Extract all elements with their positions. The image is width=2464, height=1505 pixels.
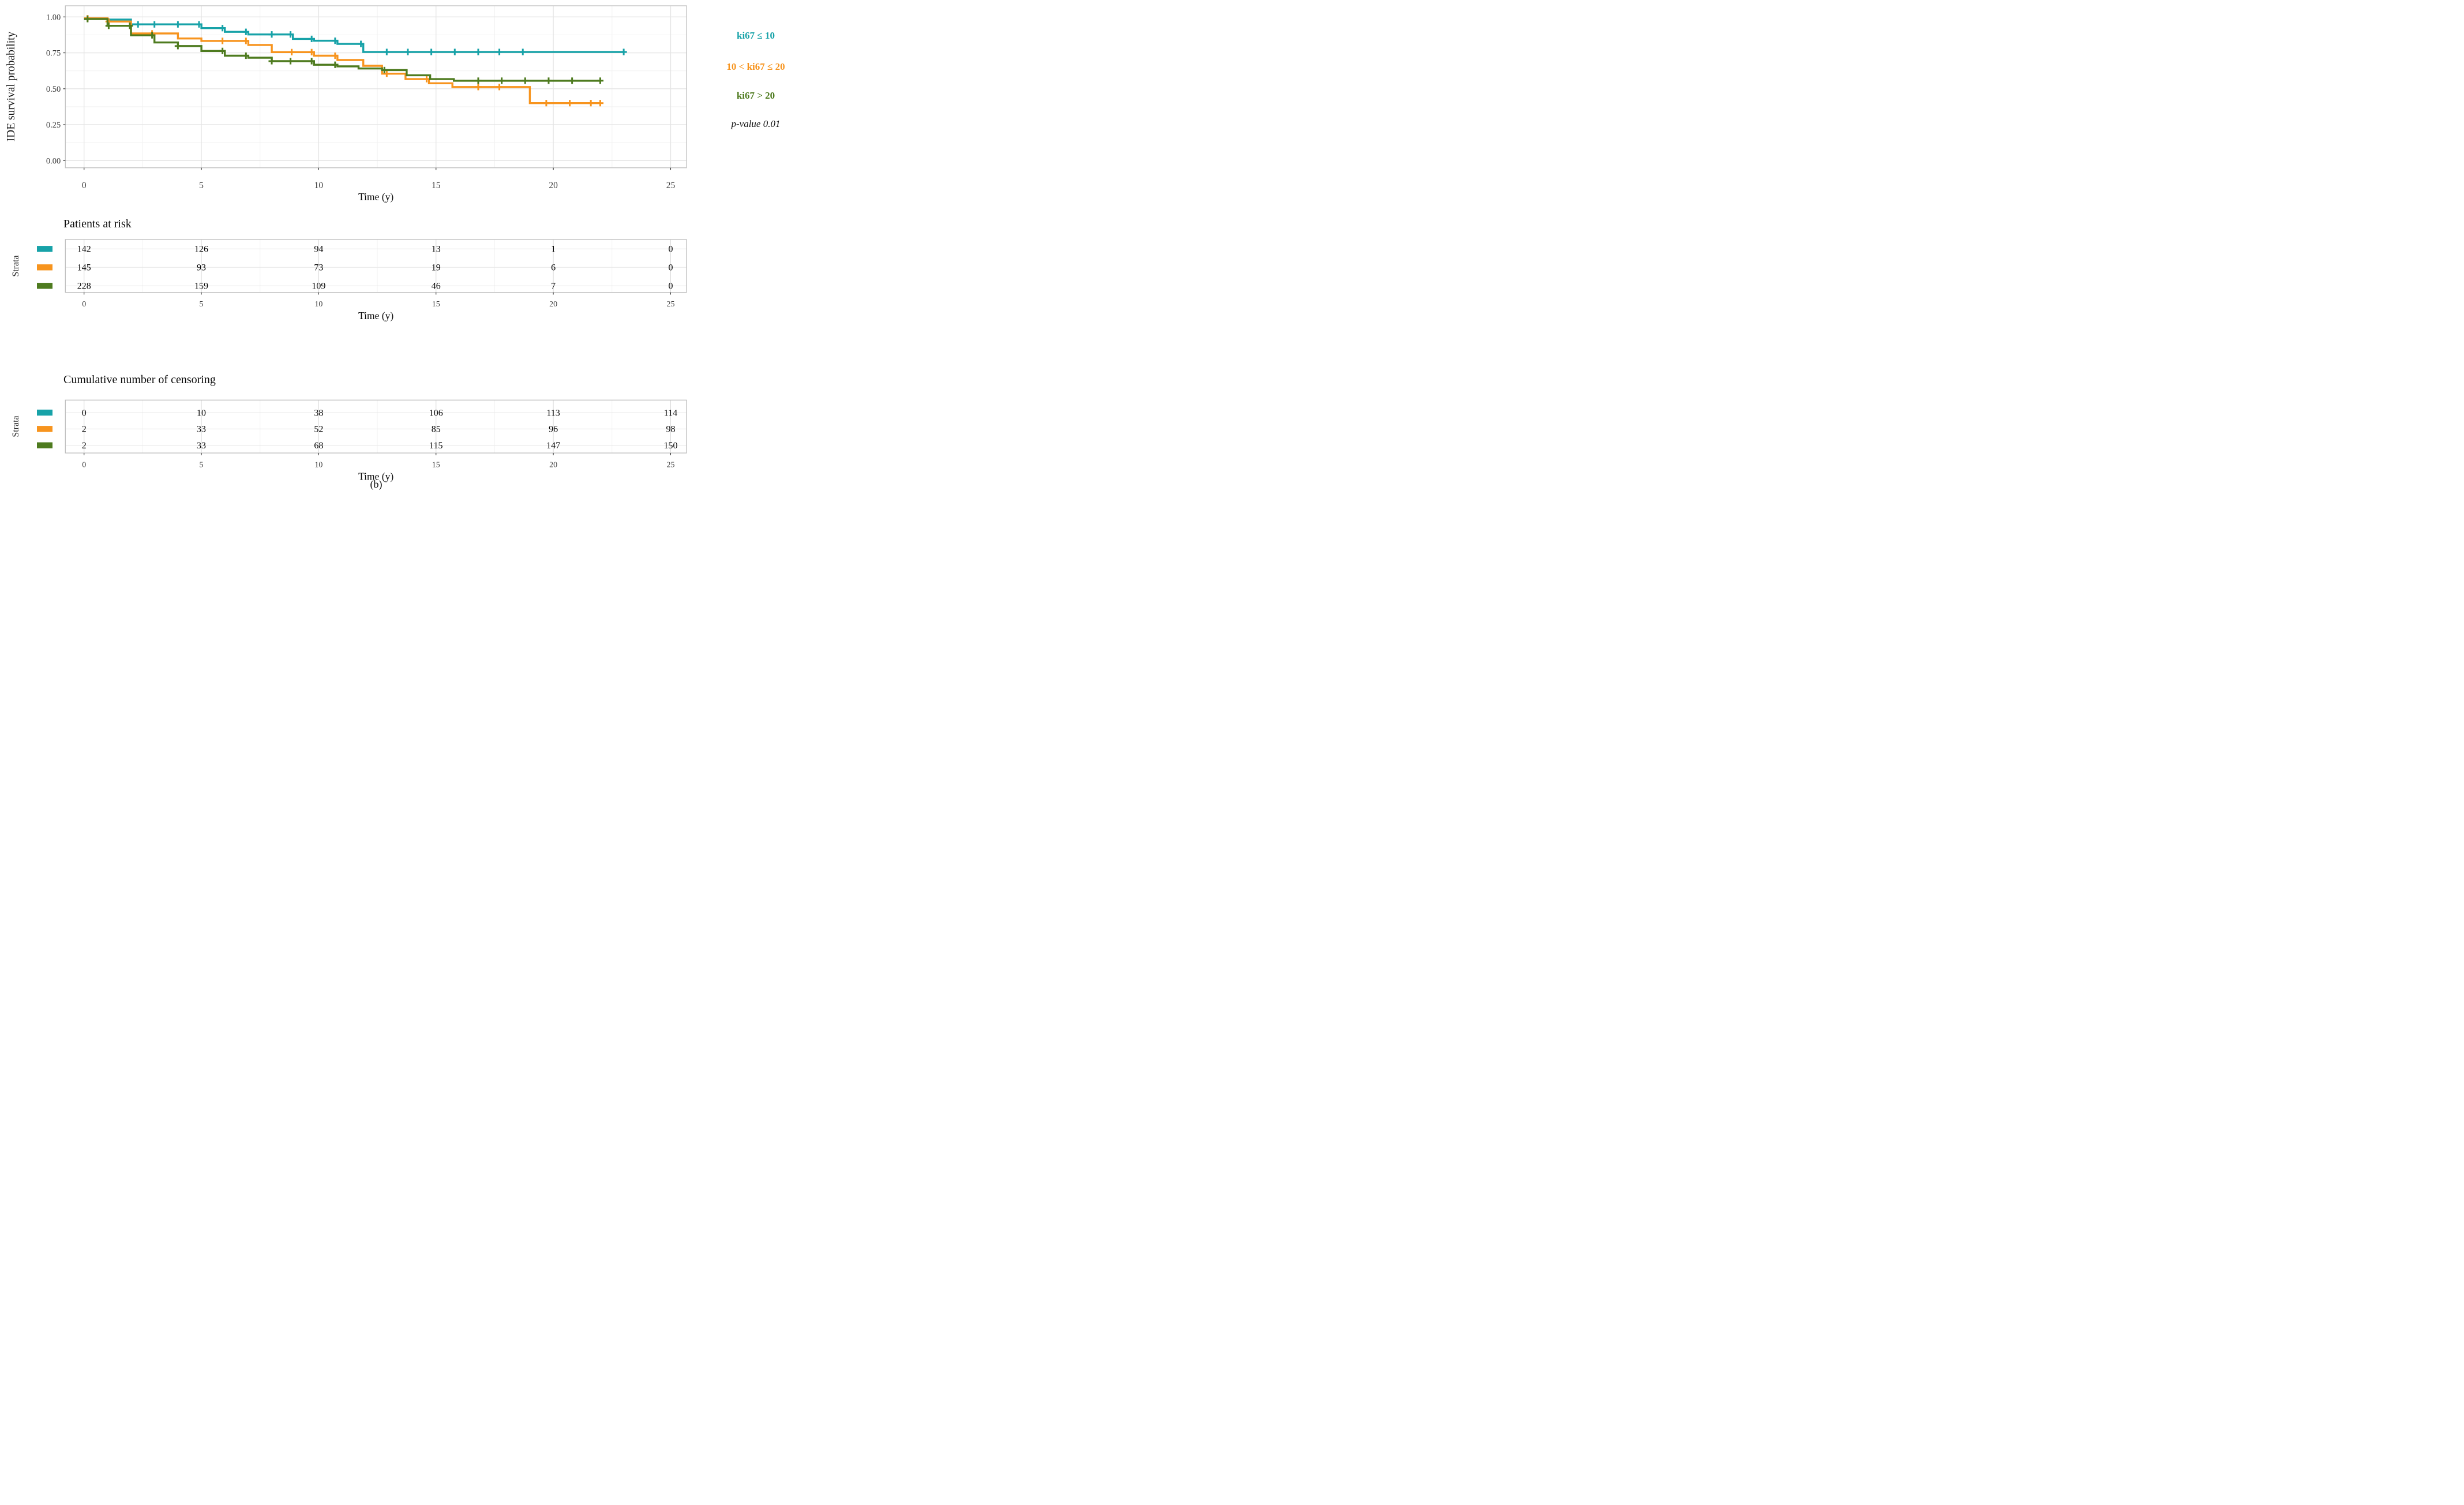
- x-tick-label: 25: [666, 461, 674, 470]
- strata-swatch-1: [37, 264, 52, 271]
- table-cell: 98: [666, 425, 675, 435]
- table-cell: 94: [314, 245, 323, 254]
- x-tick-label: 20: [549, 181, 558, 190]
- censoring-table-title: Cumulative number of censoring: [63, 373, 216, 386]
- p-value-label: p-value 0.01: [731, 118, 781, 129]
- x-tick-label: 0: [82, 461, 86, 470]
- table-cell: 33: [197, 425, 206, 435]
- x-tick-label: 20: [549, 300, 557, 309]
- x-tick-label: 15: [432, 181, 441, 190]
- table-cell: 1: [551, 245, 556, 254]
- legend-item-ki67-le-10: ki67 ≤ 10: [736, 30, 775, 41]
- table-cell: 33: [197, 441, 206, 451]
- strata-swatch-1: [37, 426, 52, 432]
- table-cell: 150: [663, 441, 677, 451]
- cumulative-censoring-table: 0 10 38 106 113 114 2 33 52 85 96 98 2 33 68 115 147 150 0…: [37, 399, 687, 482]
- table-cell: 145: [77, 263, 91, 273]
- table-cell: 0: [668, 263, 673, 273]
- x-tick-label: 25: [666, 181, 676, 190]
- table-cell: 0: [668, 282, 673, 291]
- table-cell: 52: [314, 425, 323, 435]
- x-tick-label: 15: [432, 300, 440, 309]
- x-tick-label: 10: [314, 300, 322, 309]
- strata-swatch-2: [37, 283, 52, 289]
- table-cell: 10: [197, 408, 206, 418]
- table-cell: 147: [546, 441, 560, 451]
- x-tick-label: 25: [666, 300, 674, 309]
- table-cell: 7: [551, 282, 556, 291]
- table-cell: 113: [546, 408, 560, 418]
- table-cell: 93: [197, 263, 206, 273]
- table-cell: 6: [551, 263, 556, 273]
- table-cell: 73: [314, 263, 323, 273]
- table-cell: 38: [314, 408, 323, 418]
- x-tick-label: 5: [200, 300, 204, 309]
- figure-caption: (b): [370, 478, 382, 490]
- table-cell: 96: [549, 425, 558, 435]
- legend-item-ki67-gt-20: ki67 > 20: [736, 90, 775, 101]
- km-plot: 0 5 10 15 20 25 0.00 0.25 0.50 0.75 1.00 Time (y): [46, 5, 687, 203]
- y-axis-label: IDE survival probability: [5, 31, 17, 142]
- y-tick-label: 0.75: [46, 49, 61, 58]
- table-cell: 159: [194, 282, 208, 291]
- strata-swatch-2: [37, 442, 52, 448]
- table-cell: 85: [432, 425, 441, 435]
- survival-curve-2: [84, 16, 604, 84]
- survival-step-path: [84, 17, 624, 53]
- x-tick-label: 0: [82, 181, 87, 190]
- x-axis-label: Time (y): [358, 471, 393, 482]
- survival-step-path: [84, 17, 601, 104]
- table-cell: 46: [432, 282, 441, 291]
- strata-axis-label-risk: Strata: [11, 255, 21, 277]
- x-axis-label: Time (y): [358, 191, 393, 203]
- y-tick-label: 0.00: [46, 156, 61, 166]
- x-axis-label: Time (y): [358, 310, 393, 321]
- table-cell: 114: [664, 408, 677, 418]
- table-cell: 68: [314, 441, 323, 451]
- table-cell: 109: [312, 282, 325, 291]
- table-cell: 115: [429, 441, 442, 451]
- panel-border: [65, 5, 687, 169]
- x-tick-label: 5: [199, 181, 204, 190]
- table-cell: 19: [432, 263, 441, 273]
- km-survival-figure: 0 5 10 15 20 25 0.00 0.25 0.50 0.75 1.00 Time (y) 14…: [0, 0, 822, 501]
- strata-axis-label-censoring: Strata: [11, 415, 21, 437]
- table-cell: 2: [82, 441, 87, 451]
- panel-border: [65, 239, 687, 293]
- x-tick-label: 15: [432, 461, 440, 470]
- x-tick-label: 10: [314, 461, 322, 470]
- table-cell: 106: [429, 408, 443, 418]
- panel-border: [65, 399, 687, 454]
- y-tick-label: 0.50: [46, 85, 61, 94]
- y-tick-label: 0.25: [46, 121, 61, 130]
- table-cell: 2: [82, 425, 87, 435]
- strata-swatch-0: [37, 409, 52, 416]
- survival-curve-1: [84, 15, 604, 107]
- table-cell: 13: [432, 245, 441, 254]
- x-tick-label: 5: [200, 461, 204, 470]
- table-cell: 126: [194, 245, 208, 254]
- table-cell: 0: [668, 245, 673, 254]
- strata-swatch-0: [37, 246, 52, 252]
- risk-table-title: Patients at risk: [63, 218, 132, 230]
- table-cell: 142: [77, 245, 91, 254]
- y-tick-label: 1.00: [46, 13, 61, 22]
- x-tick-label: 0: [82, 300, 86, 309]
- legend-item-ki67-10-20: 10 < ki67 ≤ 20: [726, 61, 785, 72]
- table-cell: 228: [77, 282, 91, 291]
- x-tick-label: 20: [549, 461, 557, 470]
- x-tick-label: 10: [314, 181, 324, 190]
- table-cell: 0: [82, 408, 87, 418]
